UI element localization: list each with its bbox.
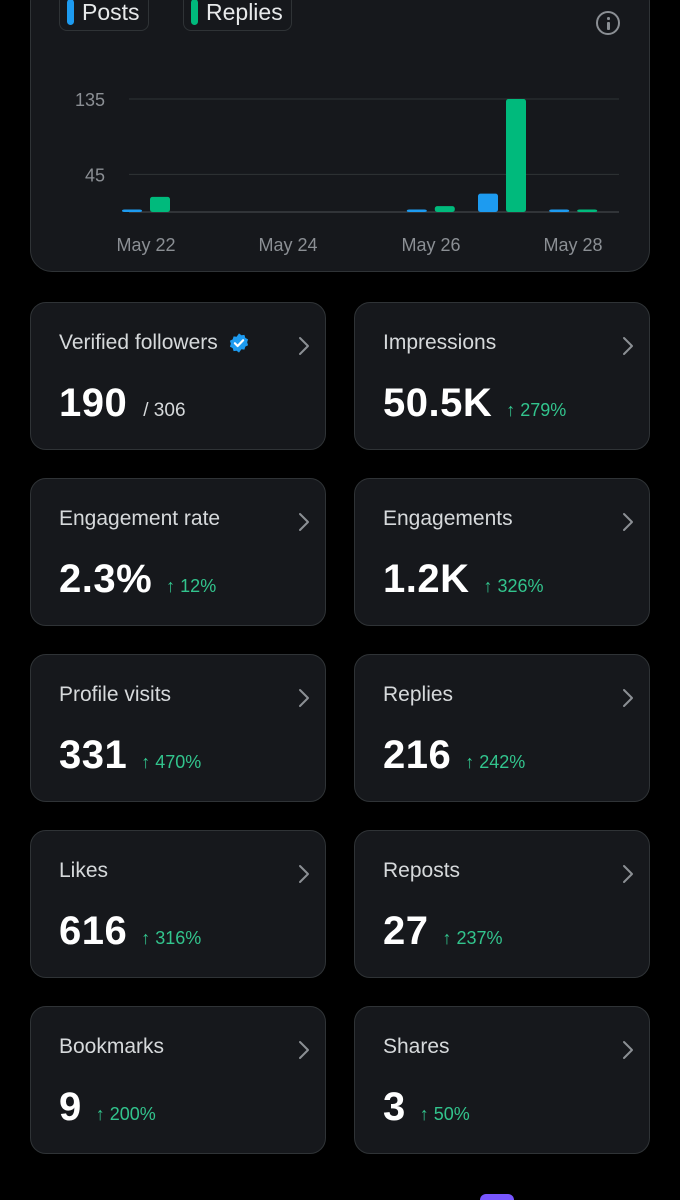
stat-title-text: Engagement rate bbox=[59, 507, 221, 530]
stat-value-row: 50.5K ↑ 279% bbox=[383, 381, 566, 426]
x-tick-label: May 28 bbox=[543, 235, 602, 255]
stat-title: Profile visits bbox=[59, 683, 171, 707]
chevron-right-icon bbox=[299, 865, 309, 883]
chevron-right-icon bbox=[623, 689, 633, 707]
floating-action-edge[interactable] bbox=[480, 1194, 514, 1200]
stat-card-shares[interactable]: Shares 3 ↑ 50% bbox=[354, 1006, 650, 1154]
stat-card-likes[interactable]: Likes 616 ↑ 316% bbox=[30, 830, 326, 978]
chevron-right-icon bbox=[299, 689, 309, 707]
legend-replies-label: Replies bbox=[206, 0, 283, 25]
chevron-right-icon bbox=[299, 513, 309, 531]
stat-value: 2.3% bbox=[59, 557, 153, 601]
stat-title-text: Reposts bbox=[383, 859, 461, 882]
stat-title: Replies bbox=[383, 683, 453, 707]
stat-title: Reposts bbox=[383, 859, 460, 883]
stat-value-row: 216 ↑ 242% bbox=[383, 733, 525, 778]
chevron-right-icon bbox=[623, 513, 633, 531]
stat-title-text: Profile visits bbox=[59, 683, 172, 706]
stat-title: Bookmarks bbox=[59, 1035, 164, 1059]
bar-posts-may-27[interactable] bbox=[478, 193, 498, 212]
bar-replies-may-26[interactable] bbox=[434, 206, 455, 212]
stat-title: Impressions bbox=[383, 331, 496, 355]
stat-card-engagements[interactable]: Engagements 1.2K ↑ 326% bbox=[354, 478, 650, 626]
chevron-right-icon bbox=[623, 865, 633, 883]
x-tick-label: May 24 bbox=[258, 235, 317, 255]
chart-card: Posts Replies 135 45 May 22 May 24 May 26 May… bbox=[30, 0, 650, 272]
stat-value-row: 2.3% ↑ 12% bbox=[59, 557, 216, 602]
info-icon[interactable] bbox=[596, 11, 620, 35]
stat-title-text: Verified followers bbox=[59, 331, 218, 354]
y-tick-label: 135 bbox=[75, 90, 105, 110]
stat-card-replies[interactable]: Replies 216 ↑ 242% bbox=[354, 654, 650, 802]
stat-card-reposts[interactable]: Reposts 27 ↑ 237% bbox=[354, 830, 650, 978]
stat-card-bookmarks[interactable]: Bookmarks 9 ↑ 200% bbox=[30, 1006, 326, 1154]
stat-change: ↑ 200% bbox=[95, 1104, 156, 1124]
stat-title: Engagement rate bbox=[59, 507, 220, 531]
bar-replies-may-22[interactable] bbox=[150, 196, 170, 212]
stat-value-row: 616 ↑ 316% bbox=[59, 909, 201, 954]
bar-posts-may-22[interactable] bbox=[122, 209, 142, 212]
stat-value: 331 bbox=[59, 733, 128, 777]
stat-title-text: Impressions bbox=[383, 331, 497, 354]
replies-swatch bbox=[191, 0, 198, 25]
stat-value: 3 bbox=[383, 1085, 406, 1129]
stat-value-row: 190 / 306 bbox=[59, 381, 186, 426]
bar-replies-may-28[interactable] bbox=[577, 209, 598, 213]
stat-value-row: 331 ↑ 470% bbox=[59, 733, 201, 778]
bar-posts-may-26[interactable] bbox=[406, 209, 427, 212]
y-tick-label: 45 bbox=[85, 165, 105, 185]
legend-replies[interactable]: Replies bbox=[183, 0, 292, 31]
legend-posts-label: Posts bbox=[82, 0, 140, 25]
chevron-right-icon bbox=[623, 1041, 633, 1059]
x-tick-label: May 22 bbox=[116, 235, 175, 255]
legend-posts[interactable]: Posts bbox=[59, 0, 149, 31]
chevron-right-icon bbox=[623, 337, 633, 355]
stat-title: Shares bbox=[383, 1035, 450, 1059]
stat-title: Verified followers bbox=[59, 331, 250, 355]
x-tick-label: May 26 bbox=[401, 235, 460, 255]
activity-chart: 135 45 May 22 May 24 May 26 May 28 bbox=[75, 90, 619, 255]
stat-value-row: 3 ↑ 50% bbox=[383, 1085, 470, 1130]
stat-change: ↑ 279% bbox=[506, 400, 567, 420]
stat-card-impressions[interactable]: Impressions 50.5K ↑ 279% bbox=[354, 302, 650, 450]
stat-title-text: Likes bbox=[59, 859, 109, 882]
stat-change: ↑ 237% bbox=[442, 928, 503, 948]
stat-change: ↑ 242% bbox=[465, 752, 526, 772]
stat-title: Likes bbox=[59, 859, 108, 883]
stat-value: 27 bbox=[383, 909, 429, 953]
stat-value-row: 27 ↑ 237% bbox=[383, 909, 503, 954]
stat-value: 50.5K bbox=[383, 381, 493, 425]
chevron-right-icon bbox=[299, 337, 309, 355]
stat-value: 616 bbox=[59, 909, 128, 953]
chevron-right-icon bbox=[299, 1041, 309, 1059]
stat-card-profile-visits[interactable]: Profile visits 331 ↑ 470% bbox=[30, 654, 326, 802]
stat-card-verified-followers[interactable]: Verified followers 190 / 306 bbox=[30, 302, 326, 450]
stat-title-text: Replies bbox=[383, 683, 454, 706]
bar-posts-may-28[interactable] bbox=[549, 209, 570, 213]
posts-swatch bbox=[67, 0, 74, 25]
stat-title: Engagements bbox=[383, 507, 513, 531]
stat-value: 216 bbox=[383, 733, 452, 777]
stat-change: ↑ 316% bbox=[141, 928, 202, 948]
stat-title-text: Engagements bbox=[383, 507, 513, 530]
stat-value: 9 bbox=[59, 1085, 82, 1129]
stat-value: 190 bbox=[59, 381, 128, 425]
stat-card-engagement-rate[interactable]: Engagement rate 2.3% ↑ 12% bbox=[30, 478, 326, 626]
stat-value: 1.2K bbox=[383, 557, 470, 601]
stat-value-row: 9 ↑ 200% bbox=[59, 1085, 156, 1130]
stat-change: ↑ 50% bbox=[419, 1104, 470, 1124]
stat-title-text: Shares bbox=[383, 1035, 450, 1058]
verified-badge-icon bbox=[229, 333, 248, 353]
stat-change: ↑ 12% bbox=[166, 576, 217, 596]
stat-total: / 306 bbox=[143, 400, 186, 421]
stat-title-text: Bookmarks bbox=[59, 1035, 165, 1058]
stat-change: ↑ 470% bbox=[141, 752, 202, 772]
bar-replies-may-27[interactable] bbox=[506, 99, 526, 212]
stat-value-row: 1.2K ↑ 326% bbox=[383, 557, 544, 602]
stat-change: ↑ 326% bbox=[483, 576, 544, 596]
